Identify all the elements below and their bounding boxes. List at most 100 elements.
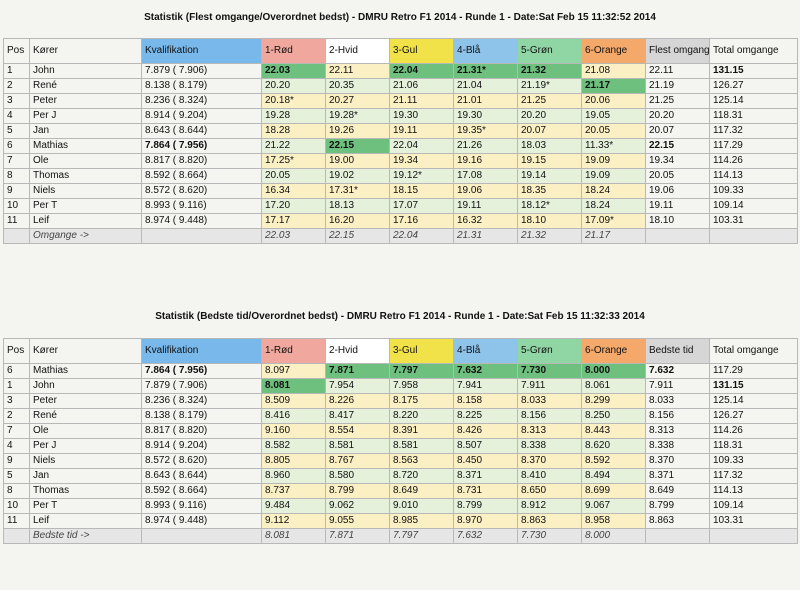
table1-cell-8-6: 19.06	[453, 183, 518, 199]
table1-cell-0-6: 21.31*	[453, 63, 518, 79]
table1-cell-2-3: 20.18*	[261, 93, 326, 109]
table2-cell-10-0: 11	[3, 513, 30, 529]
table1-cell-6-6: 19.16	[453, 153, 518, 169]
table1-cell-4-0: 5	[3, 123, 30, 139]
table2-cell-9-4: 9.062	[325, 498, 390, 514]
table2-header-9: Bedste tid	[645, 338, 710, 364]
table2-header-1: Kører	[29, 338, 142, 364]
table1-cell-2-5: 21.11	[389, 93, 454, 109]
table2-cell-6-7: 8.370	[517, 453, 582, 469]
table1-cell-1-1: René	[29, 78, 142, 94]
table1-cell-2-4: 20.27	[325, 93, 390, 109]
table2-cell-8-7: 8.650	[517, 483, 582, 499]
table1-cell-2-10: 125.14	[709, 93, 798, 109]
table1-header-2: Kvalifikation	[141, 38, 262, 64]
table2-cell-2-7: 8.033	[517, 393, 582, 409]
table1-cell-0-3: 22.03	[261, 63, 326, 79]
table2-header-3: 1-Rød	[261, 338, 326, 364]
table1-cell-5-2: 7.864 ( 7.956)	[141, 138, 262, 154]
table1-summary-blue: 21.31	[453, 228, 518, 244]
table2-cell-7-10: 117.32	[709, 468, 798, 484]
table1-cell-3-1: Per J	[29, 108, 142, 124]
table2-cell-2-4: 8.226	[325, 393, 390, 409]
table2-cell-0-6: 7.632	[453, 363, 518, 379]
table1-summary-end1	[645, 228, 710, 244]
table1-cell-8-4: 17.31*	[325, 183, 390, 199]
table2-cell-1-0: 1	[3, 378, 30, 394]
table1-cell-3-5: 19.30	[389, 108, 454, 124]
table1-cell-2-6: 21.01	[453, 93, 518, 109]
table1-cell-2-2: 8.236 ( 8.324)	[141, 93, 262, 109]
table2-cell-1-10: 131.15	[709, 378, 798, 394]
table2-cell-10-8: 8.958	[581, 513, 646, 529]
table1-cell-1-3: 20.20	[261, 78, 326, 94]
table2-summary-red: 8.081	[261, 528, 326, 544]
table1-cell-2-9: 21.25	[645, 93, 710, 109]
table1-cell-4-4: 19.26	[325, 123, 390, 139]
table2-cell-9-2: 8.993 ( 9.116)	[141, 498, 262, 514]
table1-cell-3-0: 4	[3, 108, 30, 124]
table1-header-5: 3-Gul	[389, 38, 454, 64]
table2-cell-5-3: 8.582	[261, 438, 326, 454]
table1-cell-4-9: 20.07	[645, 123, 710, 139]
table-row: 6 Mathias 7.864 ( 7.956) 21.22 22.15 22.04 21.…	[3, 138, 798, 154]
table2-cell-6-0: 9	[3, 453, 30, 469]
table2-cell-1-4: 7.954	[325, 378, 390, 394]
table-row: 5 Jan 8.643 ( 8.644) 18.28 19.26 19.11 19.35* 2…	[3, 123, 798, 139]
table1-header-3: 1-Rød	[261, 38, 326, 64]
table2-cell-2-8: 8.299	[581, 393, 646, 409]
table2-cell-4-3: 9.160	[261, 423, 326, 439]
table1-cell-4-1: Jan	[29, 123, 142, 139]
table2-cell-8-10: 114.13	[709, 483, 798, 499]
table2-summary-blue: 7.632	[453, 528, 518, 544]
table2-cell-9-1: Per T	[29, 498, 142, 514]
table1-cell-3-10: 118.31	[709, 108, 798, 124]
table2-header-5: 3-Gul	[389, 338, 454, 364]
table1-header-1: Kører	[29, 38, 142, 64]
table1-cell-0-9: 22.11	[645, 63, 710, 79]
table2-cell-5-5: 8.581	[389, 438, 454, 454]
table-row: 11 Leif 8.974 ( 9.448) 17.17 16.20 17.16 16.32…	[3, 213, 798, 229]
table1-cell-0-1: John	[29, 63, 142, 79]
table2-header-6: 4-Blå	[453, 338, 518, 364]
table2-cell-4-4: 8.554	[325, 423, 390, 439]
table2-cell-3-10: 126.27	[709, 408, 798, 424]
table1-cell-9-8: 18.24	[581, 198, 646, 214]
table2-cell-7-9: 8.371	[645, 468, 710, 484]
table2-cell-6-3: 8.805	[261, 453, 326, 469]
table2-cell-8-6: 8.731	[453, 483, 518, 499]
table1-cell-1-7: 21.19*	[517, 78, 582, 94]
table2-cell-0-3: 8.097	[261, 363, 326, 379]
table1-cell-8-9: 19.06	[645, 183, 710, 199]
table2-cell-6-6: 8.450	[453, 453, 518, 469]
table2-cell-2-2: 8.236 ( 8.324)	[141, 393, 262, 409]
table2-summary-end2	[709, 528, 798, 544]
table2-cell-3-1: René	[29, 408, 142, 424]
table-row: 9 Niels 8.572 ( 8.620) 16.34 17.31* 18.15 19.0…	[3, 183, 798, 199]
table2-cell-2-3: 8.509	[261, 393, 326, 409]
table1-summary-end2	[709, 228, 798, 244]
table2-header-4: 2-Hvid	[325, 338, 390, 364]
table2-cell-3-5: 8.220	[389, 408, 454, 424]
table2-cell-6-10: 109.33	[709, 453, 798, 469]
table1-cell-0-2: 7.879 ( 7.906)	[141, 63, 262, 79]
table-row: 9 Niels 8.572 ( 8.620) 8.805 8.767 8.563 8.450…	[3, 453, 798, 469]
table1-cell-6-1: Ole	[29, 153, 142, 169]
table1-cell-10-7: 18.10	[517, 213, 582, 229]
table2-cell-4-9: 8.313	[645, 423, 710, 439]
table1-summary-red: 22.03	[261, 228, 326, 244]
table2-cell-8-2: 8.592 ( 8.664)	[141, 483, 262, 499]
table2-cell-7-1: Jan	[29, 468, 142, 484]
table1-cell-7-6: 17.08	[453, 168, 518, 184]
table1-cell-4-5: 19.11	[389, 123, 454, 139]
table1-cell-6-9: 19.34	[645, 153, 710, 169]
table2-cell-10-6: 8.970	[453, 513, 518, 529]
table1-cell-6-8: 19.09	[581, 153, 646, 169]
table2-cell-2-0: 3	[3, 393, 30, 409]
table2-cell-10-2: 8.974 ( 9.448)	[141, 513, 262, 529]
table-row: 11 Leif 8.974 ( 9.448) 9.112 9.055 8.985 8.970…	[3, 513, 798, 529]
table1-cell-5-10: 117.29	[709, 138, 798, 154]
table1-cell-7-7: 19.14	[517, 168, 582, 184]
table1-cell-10-4: 16.20	[325, 213, 390, 229]
table2-header-8: 6-Orange	[581, 338, 646, 364]
